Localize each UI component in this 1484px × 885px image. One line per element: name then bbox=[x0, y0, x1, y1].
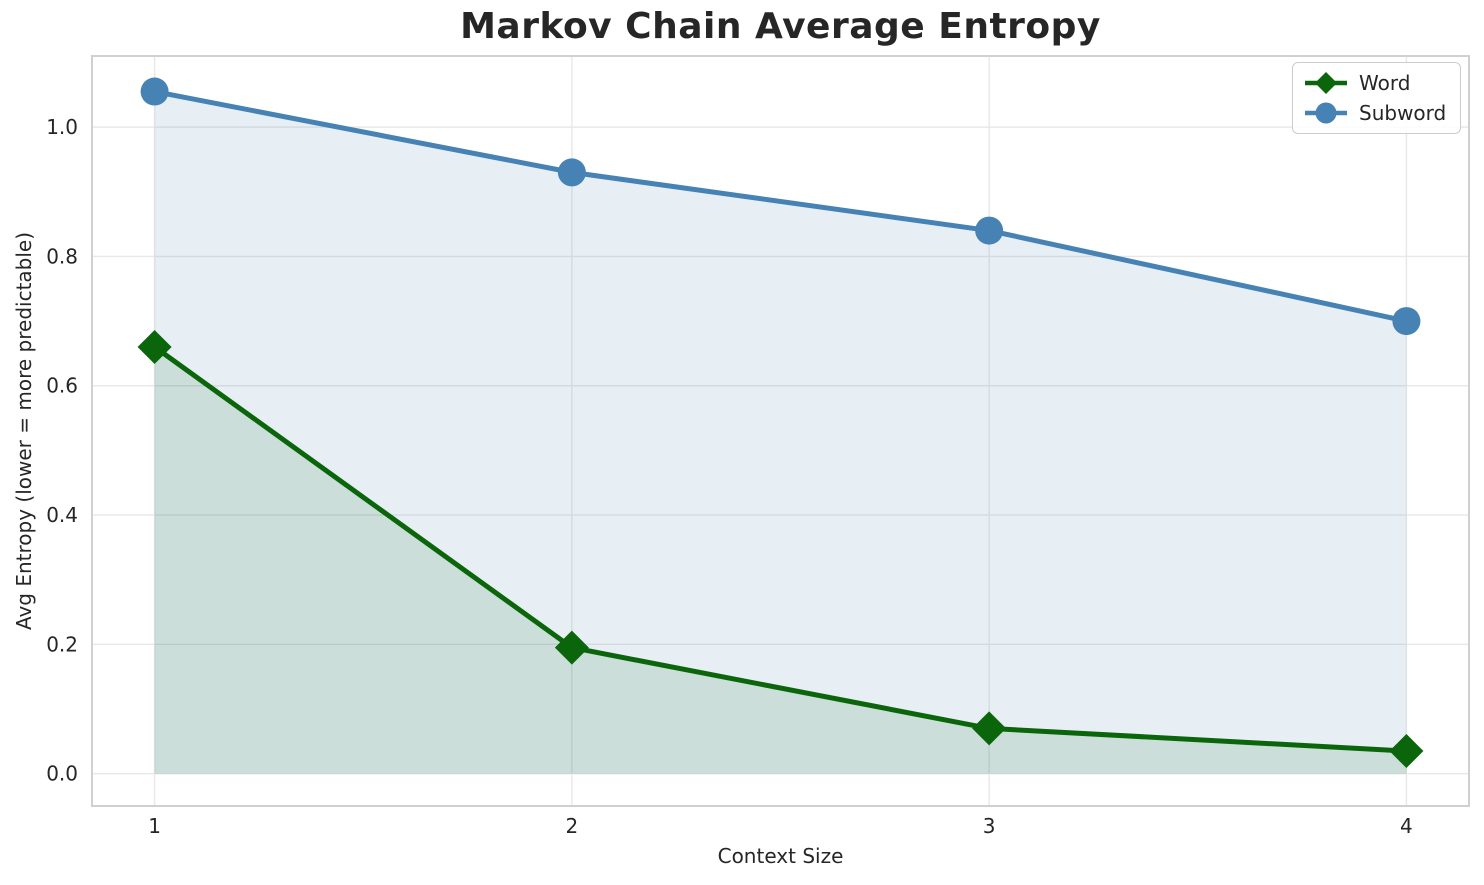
x-tick-label: 4 bbox=[1400, 814, 1413, 838]
word-marker bbox=[1389, 734, 1424, 769]
legend-label-subword: Subword bbox=[1359, 101, 1447, 125]
word-marker bbox=[554, 630, 589, 665]
axes-frame bbox=[91, 55, 1470, 807]
word-marker bbox=[137, 329, 172, 364]
chart-title: Markov Chain Average Entropy bbox=[460, 6, 1101, 47]
legend-label-word: Word bbox=[1359, 71, 1411, 95]
legend: Word Subword bbox=[1292, 62, 1462, 134]
x-tick-label: 2 bbox=[565, 814, 578, 838]
diamond-marker-icon bbox=[1305, 72, 1347, 94]
y-tick-label: 0.6 bbox=[46, 374, 78, 398]
legend-entry-subword: Subword bbox=[1303, 99, 1446, 127]
x-axis-label: Context Size bbox=[717, 844, 844, 868]
y-axis-label: Avg Entropy (lower = more predictable) bbox=[12, 231, 36, 631]
circle-marker-icon bbox=[1305, 102, 1347, 124]
subword-marker bbox=[140, 77, 169, 106]
x-tick-label: 1 bbox=[148, 814, 161, 838]
x-tick-label: 3 bbox=[983, 814, 996, 838]
word-area-fill bbox=[154, 346, 1407, 774]
subword-marker bbox=[975, 216, 1004, 245]
legend-entry-word: Word bbox=[1303, 69, 1446, 97]
subword-area-fill bbox=[154, 91, 1407, 774]
y-tick-label: 0.0 bbox=[46, 762, 78, 786]
y-tick-label: 1.0 bbox=[46, 115, 78, 139]
word-line bbox=[153, 344, 1407, 754]
y-tick-label: 0.4 bbox=[46, 503, 78, 527]
subword-marker bbox=[1392, 307, 1421, 336]
subword-marker bbox=[557, 158, 586, 187]
y-tick-label: 0.2 bbox=[46, 632, 78, 656]
subword-line bbox=[154, 89, 1407, 324]
y-tick-label: 0.8 bbox=[46, 244, 78, 268]
word-marker bbox=[972, 711, 1007, 746]
